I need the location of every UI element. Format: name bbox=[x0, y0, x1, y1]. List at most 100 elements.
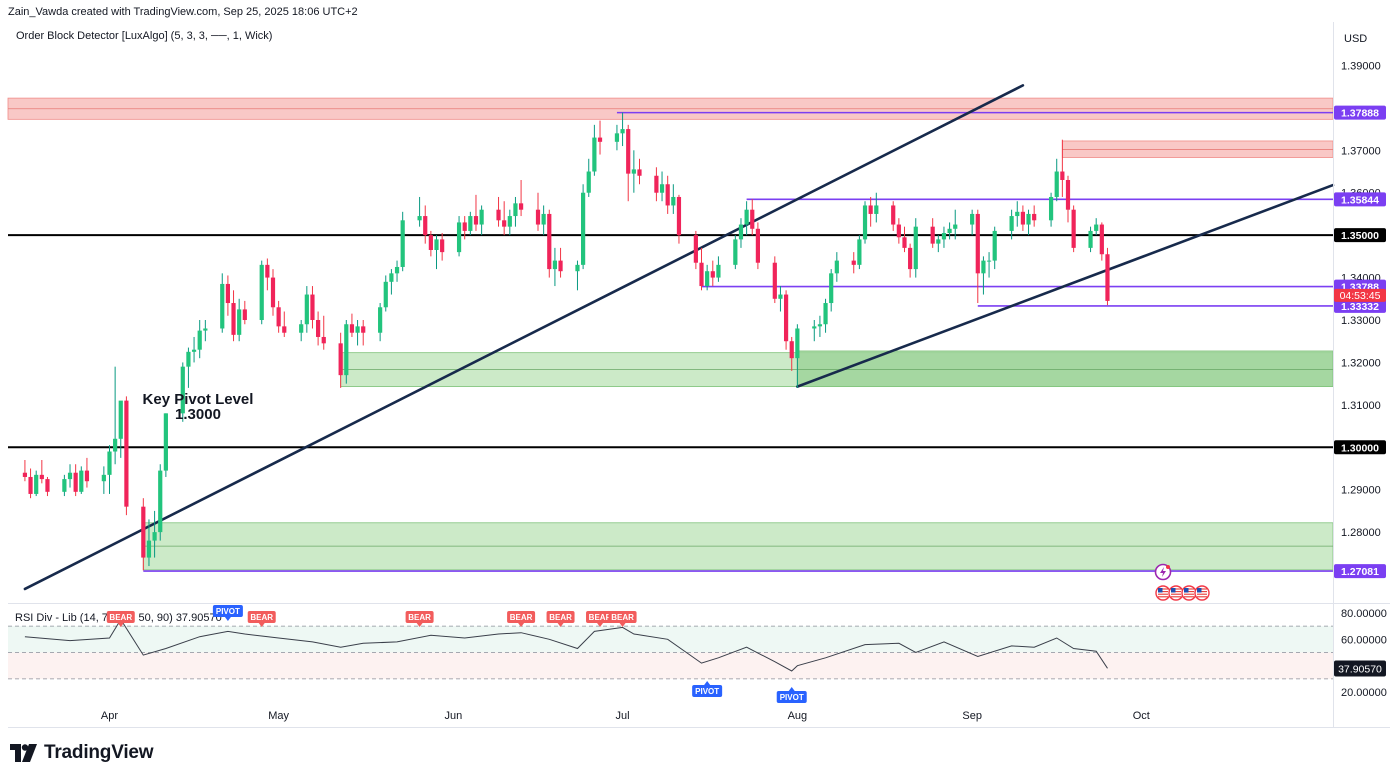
us-flag-icon[interactable] bbox=[1194, 585, 1210, 601]
price-tag-box bbox=[1334, 192, 1386, 207]
candle-body bbox=[586, 171, 591, 193]
trendline-0[interactable] bbox=[23, 84, 1025, 591]
candle-body bbox=[941, 233, 947, 240]
candle-2025-08-08 bbox=[834, 252, 839, 282]
candle-2025-09-04 bbox=[986, 252, 992, 278]
candle-2025-05-01 bbox=[276, 300, 281, 333]
candle-body bbox=[513, 203, 518, 217]
candle-2025-09-11 bbox=[1026, 209, 1031, 236]
candle-body bbox=[163, 413, 168, 471]
candle-body bbox=[874, 205, 879, 214]
candle-body bbox=[28, 476, 33, 494]
candle-body bbox=[862, 205, 868, 240]
candle-body bbox=[67, 472, 73, 480]
trendline-1[interactable] bbox=[796, 183, 1335, 388]
candle-2025-08-04 bbox=[812, 320, 817, 342]
candle-2025-08-19 bbox=[896, 218, 901, 244]
tradingview-brand[interactable]: TradingView bbox=[10, 741, 154, 765]
candle-2025-07-11 bbox=[676, 194, 682, 244]
us-flag-icon[interactable] bbox=[1168, 585, 1184, 601]
currency-label[interactable]: USD bbox=[1344, 33, 1368, 45]
candle-body bbox=[316, 320, 321, 337]
candle-2025-08-12 bbox=[857, 235, 862, 270]
candle-body bbox=[1015, 211, 1020, 217]
candle-body bbox=[276, 307, 281, 327]
candle-2025-06-23 bbox=[575, 260, 580, 291]
candle-2025-07-07 bbox=[654, 167, 659, 202]
candle-body bbox=[953, 224, 958, 229]
candle-body bbox=[1060, 171, 1065, 180]
candle-2025-08-06 bbox=[823, 298, 828, 333]
candle-body bbox=[203, 328, 208, 331]
candle-2025-05-13 bbox=[344, 320, 349, 384]
candle-2025-04-09 bbox=[152, 510, 157, 558]
candle-body bbox=[45, 479, 50, 492]
candle-body bbox=[101, 474, 106, 482]
candle-2025-05-28 bbox=[428, 230, 433, 257]
candle-body bbox=[428, 235, 433, 250]
candle-2025-05-20 bbox=[383, 275, 388, 312]
candle-body bbox=[191, 349, 197, 352]
tradingview-logo-icon bbox=[10, 744, 37, 762]
candle-body bbox=[597, 137, 603, 142]
candle-2025-07-28 bbox=[772, 256, 777, 304]
countdown-box bbox=[1334, 288, 1386, 302]
candle-body bbox=[705, 271, 710, 287]
candle-2025-05-21 bbox=[389, 269, 394, 295]
pivot-annotation-line2: 1.3000 bbox=[175, 406, 221, 423]
candle-body bbox=[1088, 230, 1093, 248]
candle-body bbox=[462, 222, 467, 231]
candle-body bbox=[710, 271, 715, 278]
candle-body bbox=[744, 209, 749, 225]
price-tag-text: 1.33332 bbox=[1341, 301, 1379, 313]
pivot-tag-box bbox=[776, 691, 807, 703]
candle-body bbox=[631, 169, 636, 174]
candle-2025-05-05 bbox=[299, 320, 304, 342]
candle-body bbox=[1054, 171, 1059, 197]
candle-2025-05-16 bbox=[361, 320, 366, 346]
candle-2025-03-21 bbox=[45, 476, 50, 497]
candle-2025-08-20 bbox=[902, 226, 907, 253]
order-block-indicator-legend[interactable]: Order Block Detector [LuxAlgo] (5, 3, 3,… bbox=[16, 30, 273, 42]
candle-2025-04-08 bbox=[146, 519, 152, 567]
price-tag-text: 1.35000 bbox=[1341, 230, 1379, 242]
bear-tag-box bbox=[586, 611, 615, 623]
candle-2025-03-19 bbox=[34, 470, 39, 497]
candle-2025-03-25 bbox=[67, 464, 73, 488]
trendline-layer[interactable] bbox=[23, 84, 1335, 591]
candle-2025-06-04 bbox=[468, 211, 473, 236]
candle-2025-03-27 bbox=[79, 466, 84, 494]
rsi-upper-band bbox=[8, 626, 1333, 653]
candle-body bbox=[541, 213, 546, 225]
us-flag-icon[interactable] bbox=[1181, 585, 1197, 601]
pivot-signal-9: PIVOT bbox=[776, 687, 807, 703]
price-tag-box bbox=[1334, 440, 1386, 455]
candle-2025-09-02 bbox=[975, 209, 980, 304]
candle-body bbox=[896, 224, 901, 238]
candle-body bbox=[891, 205, 896, 225]
candle-body bbox=[665, 184, 670, 206]
price-tag-1.35844: 1.35844 bbox=[1334, 192, 1386, 207]
us-flag-icon[interactable] bbox=[1155, 585, 1171, 601]
candle-2025-08-21 bbox=[908, 243, 913, 278]
candle-body bbox=[22, 472, 28, 477]
candle-body bbox=[1009, 216, 1014, 231]
candle-body bbox=[473, 216, 479, 225]
candle-2025-06-05 bbox=[473, 194, 479, 231]
candle-2025-08-07 bbox=[829, 269, 834, 312]
lightning-event-icon[interactable] bbox=[1154, 563, 1172, 581]
candle-body bbox=[1099, 224, 1104, 255]
candle-2025-06-30 bbox=[614, 124, 620, 151]
candle-2025-08-01 bbox=[795, 324, 800, 388]
month-label-Sep: Sep bbox=[962, 710, 982, 722]
candle-2025-05-07 bbox=[310, 286, 315, 329]
candle-body bbox=[750, 209, 755, 229]
candle-body bbox=[738, 224, 744, 240]
candle-2025-06-24 bbox=[581, 184, 586, 270]
candle-body bbox=[947, 228, 952, 234]
candle-2025-08-27 bbox=[941, 226, 947, 248]
candle-body bbox=[783, 294, 789, 342]
candle-2025-05-23 bbox=[400, 211, 405, 272]
